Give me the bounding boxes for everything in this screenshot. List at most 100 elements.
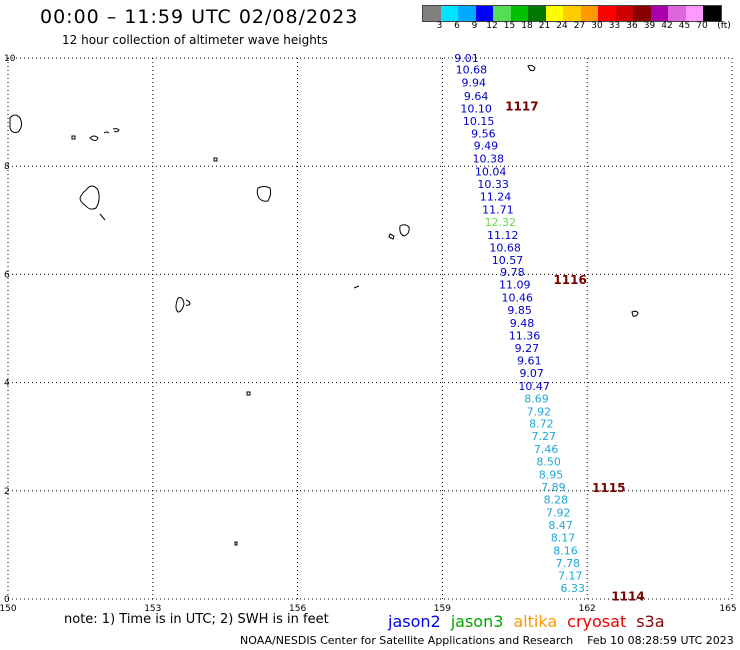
wave-height-value: 10.10 [460, 102, 492, 115]
legend-label: 42 [661, 21, 673, 31]
y-tick-label: 10 [4, 54, 16, 64]
island-outline [399, 224, 410, 237]
wave-height-value: 7.89 [541, 481, 566, 494]
legend-label: 9 [471, 21, 478, 31]
legend-label: 30 [591, 21, 603, 31]
satellite-legend: jason2 jason3 altika cryosat s3a [388, 612, 675, 631]
island-outline [103, 128, 120, 134]
island-outlines [9, 64, 639, 546]
wave-height-value: 10.46 [501, 292, 533, 305]
wave-height-value: 8.50 [536, 456, 561, 469]
legend-swatch [493, 6, 511, 21]
island-outline [631, 310, 639, 317]
wave-height-value: 10.68 [489, 241, 521, 254]
legend-label: 12 [486, 21, 498, 31]
island-outline [213, 157, 218, 162]
wave-height-value: 9.56 [471, 128, 496, 141]
wave-height-value: 7.17 [558, 570, 583, 583]
lat-lon-grid [7, 57, 733, 600]
legend-label: 70 [696, 21, 708, 31]
legend-label: 33 [608, 21, 621, 31]
legend-swatch [668, 6, 686, 21]
legend-swatch [440, 6, 458, 21]
pass-number-label: 1115 [592, 481, 625, 495]
wave-height-value: 9.78 [500, 266, 525, 279]
wave-height-value: 8.47 [548, 519, 573, 532]
legend-swatch [423, 6, 441, 21]
satellite-name: cryosat [567, 612, 627, 631]
island-outline [71, 135, 76, 140]
wave-height-value: 8.95 [539, 469, 564, 482]
legend-label: 15 [503, 21, 516, 31]
legend-swatch [685, 6, 703, 21]
x-tick-label: 165 [719, 604, 736, 614]
y-tick-label: 6 [4, 270, 10, 280]
legend-swatch [703, 6, 721, 21]
legend-swatch [510, 6, 528, 21]
island-outline [175, 297, 185, 313]
x-tick-label: 150 [0, 604, 17, 614]
island-outline [99, 213, 106, 221]
legend-label: 21 [538, 21, 551, 31]
x-tick-label: 153 [144, 604, 161, 614]
island-outline [246, 391, 251, 396]
wave-height-value: 9.27 [515, 342, 540, 355]
wave-height-value: 7.92 [527, 405, 552, 418]
island-outline [89, 135, 99, 141]
legend-label: 45 [678, 21, 691, 31]
footer-note: note: 1) Time is in UTC; 2) SWH is in fe… [64, 612, 329, 627]
wave-height-value: 6.33 [560, 582, 585, 595]
wave-height-value: 8.16 [553, 544, 578, 557]
wave-height-value: 11.71 [482, 203, 514, 216]
legend-swatch [545, 6, 563, 21]
legend-label: 39 [643, 21, 656, 31]
pass-number-label: 1117 [505, 100, 538, 114]
wave-height-value: 10.47 [518, 380, 550, 393]
satellite-name: altika [513, 612, 558, 631]
wave-height-value: 9.07 [519, 367, 544, 380]
wave-height-value: 12.32 [485, 216, 517, 229]
wave-height-value: 8.28 [544, 493, 569, 506]
legend-swatch [475, 6, 493, 21]
wave-height-value: 7.92 [546, 506, 571, 519]
map-title: 00:00 – 11:59 UTC 02/08/2023 [40, 6, 359, 28]
legend-label: 3 [436, 21, 443, 31]
wave-height-value: 10.68 [456, 63, 488, 76]
wave-height-value: 8.72 [529, 418, 554, 431]
axis-ticks: 150 153 156 159 162 165 0 2 4 6 8 10 [0, 54, 737, 614]
y-tick-label: 0 [4, 595, 10, 605]
y-tick-label: 8 [4, 162, 10, 172]
legend-swatch [615, 6, 633, 21]
legend-label: 24 [556, 21, 568, 31]
wave-height-value: 9.48 [510, 317, 535, 330]
color-legend-bar [422, 5, 722, 22]
island-outline [185, 299, 191, 306]
wave-height-value: 10.33 [477, 178, 509, 191]
map-subtitle: 12 hour collection of altimeter wave hei… [62, 33, 328, 47]
wave-height-value: 9.61 [517, 354, 542, 367]
wave-height-value: 11.24 [480, 190, 512, 203]
legend-label: 6 [454, 21, 460, 31]
island-outline [527, 64, 536, 72]
island-outline [353, 285, 360, 289]
satellite-name: jason2 [388, 612, 441, 631]
legend-swatch [633, 6, 651, 21]
pass-number-labels: 1117 1116 1115 1114 [505, 100, 645, 604]
wave-height-value: 9.85 [507, 304, 532, 317]
island-outline [256, 186, 272, 202]
legend-swatch [650, 6, 668, 21]
wave-height-value: 8.69 [524, 392, 549, 405]
legend-swatch [563, 6, 581, 21]
wave-height-value: 7.46 [534, 443, 559, 456]
island-outline [9, 114, 23, 133]
legend-swatch [528, 6, 546, 21]
wave-height-value: 9.94 [462, 76, 487, 89]
x-tick-label: 156 [289, 604, 306, 614]
x-tick-label: 159 [434, 604, 451, 614]
wave-height-value: 8.17 [551, 531, 576, 544]
legend-swatch [598, 6, 616, 21]
legend-unit: (ft) [717, 21, 731, 31]
wave-height-value: 10.04 [475, 166, 507, 179]
wave-height-value: 9.49 [474, 140, 499, 153]
pass-number-label: 1114 [611, 589, 644, 603]
